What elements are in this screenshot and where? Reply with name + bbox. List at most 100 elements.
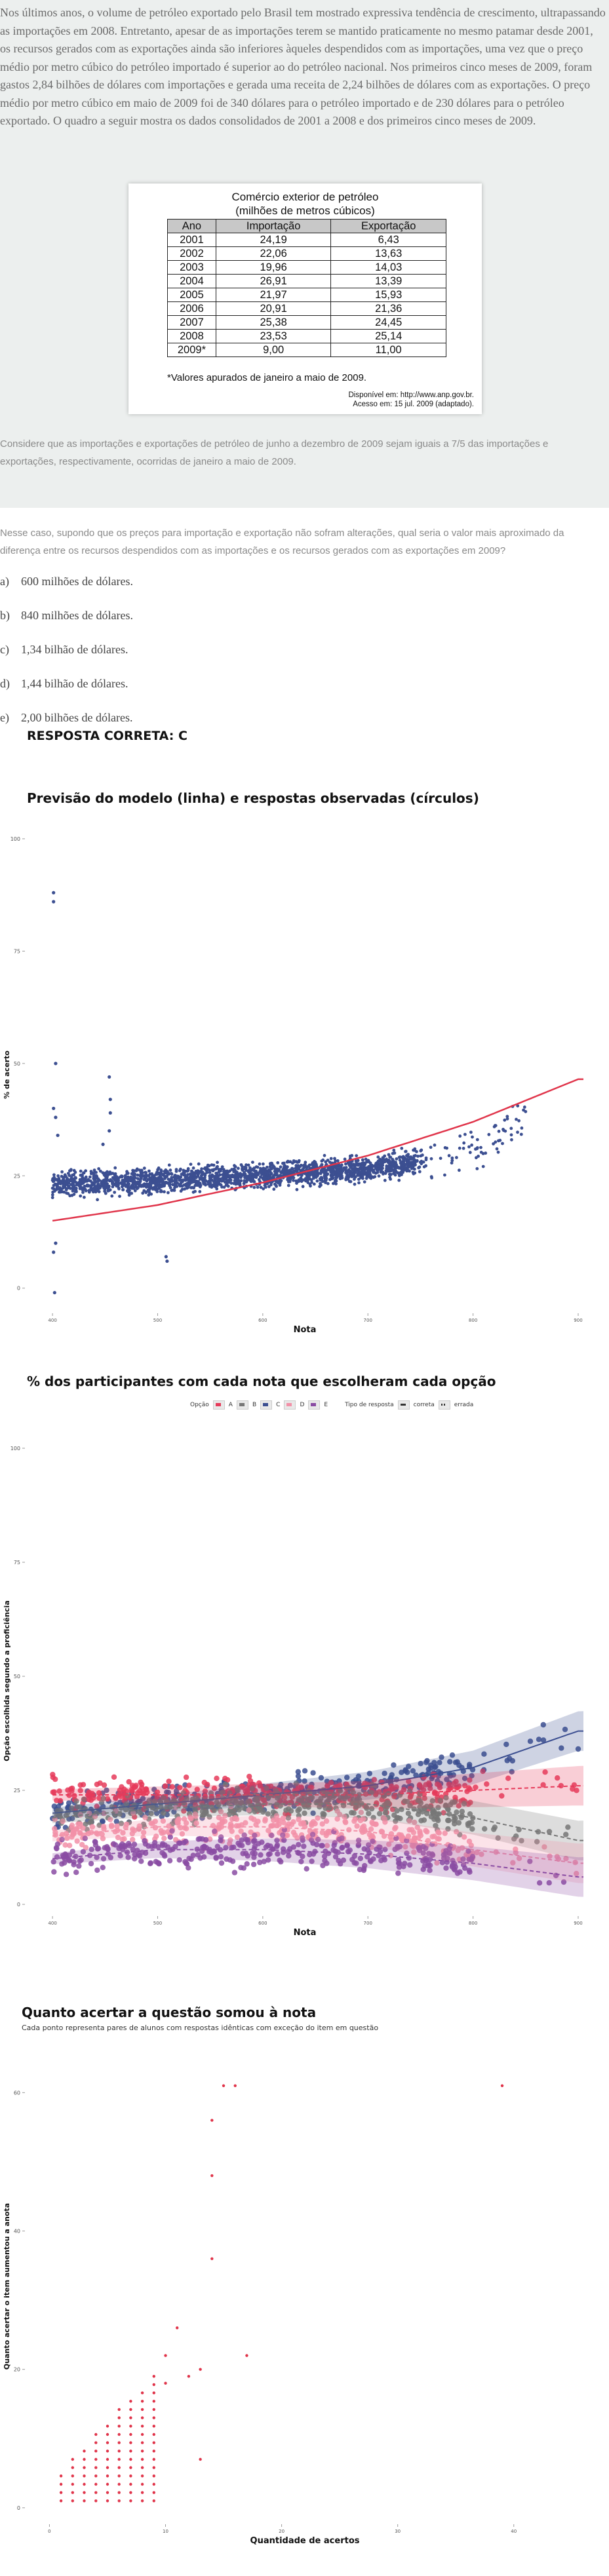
data-point [261,1172,265,1176]
option-a[interactable]: a) 600 milhões de dólares. [0,575,133,588]
data-point [155,1187,159,1191]
gain-point [117,2457,121,2461]
consider-paragraph: Considere que as importações e exportaçõ… [0,438,549,467]
series-point-D [381,1833,387,1839]
data-point [151,1187,155,1191]
series-point-A [282,1794,288,1801]
data-point [172,1189,176,1192]
data-point [190,1181,193,1184]
data-point [494,1140,498,1144]
series-point-D [455,1847,461,1853]
series-point-E [218,1854,224,1860]
series-point-C [391,1762,397,1768]
legend-type-wrong: errada [454,1402,474,1408]
series-point-E [322,1858,328,1864]
figure-title-line1: Comércio exterior de petróleo [231,191,379,203]
data-point [196,1174,200,1178]
series-point-A [140,1807,147,1813]
legend-type-label: Tipo de resposta [345,1402,394,1408]
data-point [323,1153,326,1157]
data-point [358,1163,362,1166]
chart3-subtitle: Cada ponto representa pares de alunos co… [22,2024,379,2032]
gain-point [71,2482,75,2486]
series-point-B [285,1815,292,1821]
data-point [340,1163,344,1167]
series-point-C [310,1770,316,1776]
data-point [167,1191,170,1195]
data-point [111,1177,115,1180]
data-point [135,1167,139,1171]
series-point-E [201,1843,207,1849]
series-point-A [139,1781,145,1788]
series-point-D [382,1819,388,1825]
data-point [79,1174,83,1177]
gain-point [245,2354,248,2357]
series-point-B [421,1817,427,1823]
data-point [73,1170,77,1174]
data-point [279,1165,283,1169]
data-point [517,1119,521,1123]
data-point [376,1161,380,1164]
series-point-E [218,1837,224,1843]
data-point [91,1171,95,1175]
series-point-B [405,1811,412,1817]
data-point [142,1184,145,1188]
series-point-E [256,1841,262,1847]
data-point [120,1175,124,1179]
data-point [81,1180,85,1183]
series-point-D [334,1816,340,1822]
option-c[interactable]: c) 1,34 bilhão de dólares. [0,643,128,657]
data-point [229,1178,233,1182]
series-point-A [50,1775,56,1780]
series-point-A [211,1785,218,1792]
option-d[interactable]: d) 1,44 bilhão de dólares. [0,677,128,691]
series-point-D [453,1829,460,1835]
data-point [142,1166,146,1170]
data-point [364,1157,368,1161]
series-point-B [519,1837,524,1844]
data-point [373,1175,377,1178]
option-e[interactable]: e) 2,00 bilhões de dólares. [0,711,132,725]
gain-point [152,2416,155,2419]
series-point-D [153,1834,159,1839]
series-point-B [407,1803,413,1809]
series-point-B [465,1820,471,1827]
series-point-A [65,1787,71,1793]
data-point [365,1175,369,1179]
data-point [140,1169,144,1173]
data-point [302,1178,305,1182]
outlier-point [52,1106,56,1111]
series-point-C [429,1775,435,1782]
data-point [420,1162,423,1166]
data-point [429,1145,433,1149]
header-export: Exportação [330,219,446,233]
data-point [186,1185,190,1189]
data-point [182,1183,186,1187]
series-point-A [129,1788,135,1794]
series-point-D [174,1818,180,1824]
data-point [167,1163,171,1167]
trade-table: Ano Importação Exportação 2001 24,19 6,43 2… [167,219,446,357]
gain-point [71,2499,75,2503]
series-point-D [342,1818,348,1824]
series-point-B [286,1806,292,1812]
series-point-E [381,1855,387,1860]
series-point-E [251,1855,257,1860]
series-point-E [420,1843,426,1850]
series-point-C [527,1739,534,1744]
series-point-D [69,1834,75,1840]
series-point-E [212,1828,218,1834]
series-point-E [100,1864,106,1870]
data-point [265,1182,269,1185]
series-point-D [187,1814,193,1820]
gain-point [117,2432,121,2436]
series-point-D [136,1823,142,1829]
option-b[interactable]: b) 840 milhões de dólares. [0,609,133,623]
series-point-A [169,1784,175,1790]
data-point [111,1185,115,1189]
data-point [60,1170,64,1174]
data-point [97,1167,101,1170]
series-point-E [203,1837,209,1843]
series-point-D [172,1837,179,1843]
series-point-D [399,1836,404,1842]
